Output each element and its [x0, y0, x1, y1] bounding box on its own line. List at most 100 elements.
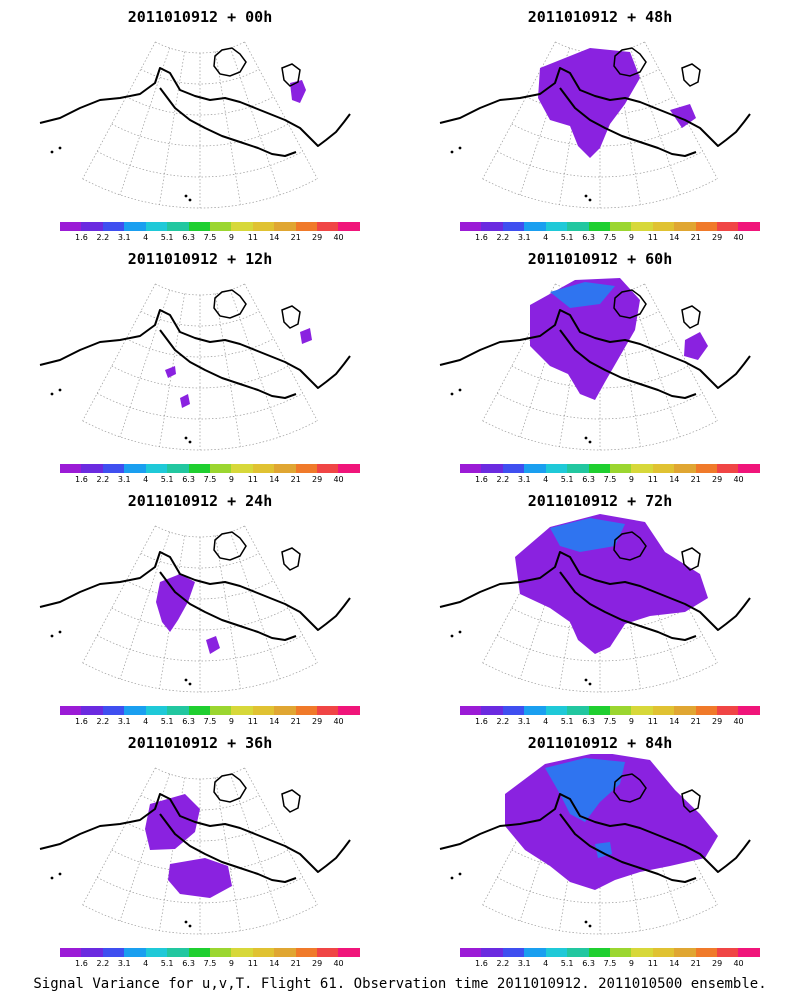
coastline — [39, 309, 351, 389]
variance-region — [145, 794, 200, 850]
longitude-line — [119, 47, 170, 195]
variance-region — [180, 394, 190, 408]
colorbar-swatch — [102, 706, 125, 715]
colorbar: 1.6 2.2 3.1 4 5.1 6.3 7.5 9 11 14 21 29 40 — [60, 464, 360, 486]
island-dot — [184, 436, 188, 440]
latitude-line — [126, 822, 274, 842]
island-dot — [584, 436, 588, 440]
latitude-line — [97, 635, 303, 662]
colorbar-swatch — [124, 706, 146, 715]
longitude-line — [119, 773, 170, 921]
latitude-line — [497, 393, 703, 420]
latitude-line — [111, 607, 289, 631]
island-dot — [458, 872, 462, 876]
latitude-line — [497, 151, 703, 178]
colorbar-label: 2.2 — [496, 475, 510, 484]
colorbar-label: 7.5 — [203, 717, 217, 726]
colorbar-swatch — [231, 464, 253, 473]
colorbar-swatch — [167, 464, 189, 473]
high-variance-region — [595, 842, 612, 858]
colorbar-swatch — [145, 706, 168, 715]
island-dot — [184, 920, 188, 924]
colorbar-label: 7.5 — [203, 475, 217, 484]
arctic-islands — [213, 531, 301, 571]
coastline — [559, 571, 697, 641]
colorbar-swatch — [167, 222, 189, 231]
colorbar-label: 11 — [647, 959, 658, 968]
colorbar-label: 40 — [733, 233, 744, 242]
colorbar-label: 21 — [690, 233, 701, 242]
panel-title: 2011010912 + 00h — [127, 8, 273, 26]
colorbar-swatch — [652, 222, 675, 231]
longitude-line — [159, 51, 185, 205]
colorbar-swatch — [81, 464, 103, 473]
panel-title: 2011010912 + 12h — [127, 250, 273, 268]
colorbar-swatch — [188, 464, 210, 473]
map-area — [439, 278, 751, 451]
colorbar-swatch — [60, 706, 82, 715]
colorbar-swatch — [695, 706, 718, 715]
map-panel: 2011010912 + 12h 1.6 2.2 3.1 4 5.1 6.3 7.5 9 11 14… — [0, 242, 400, 487]
longitude-line — [215, 777, 241, 931]
latitude-line — [82, 420, 318, 451]
colorbar: 1.6 2.2 3.1 4 5.1 6.3 7.5 9 11 14 21 29 40 — [60, 222, 360, 244]
variance-region — [684, 332, 708, 360]
colorbar-label: 4 — [543, 233, 549, 242]
coastline — [159, 813, 297, 883]
high-variance-region — [550, 518, 625, 552]
colorbar-label: 29 — [312, 233, 323, 242]
colorbar-label: 40 — [333, 233, 344, 242]
colorbar-label: 14 — [269, 717, 280, 726]
colorbar-swatch — [460, 948, 482, 957]
colorbar-label: 7.5 — [203, 959, 217, 968]
panel-title: 2011010912 + 84h — [527, 734, 673, 752]
colorbar-swatch — [124, 464, 146, 473]
colorbar-label: 4 — [143, 475, 149, 484]
colorbar-swatch — [524, 706, 546, 715]
island-dot — [188, 198, 192, 202]
island-dot — [50, 876, 54, 880]
island-dot — [588, 198, 592, 202]
colorbar: 1.6 2.2 3.1 4 5.1 6.3 7.5 9 11 14 21 29 40 — [460, 222, 760, 244]
colorbar-swatch — [274, 464, 296, 473]
colorbar-label: 6.3 — [182, 959, 195, 968]
map-area — [439, 754, 751, 935]
colorbar-label: 11 — [647, 233, 658, 242]
latitude-line — [140, 68, 260, 85]
colorbar-label: 29 — [312, 959, 323, 968]
colorbar-swatch — [124, 222, 146, 231]
colorbar-swatch — [567, 948, 589, 957]
colorbar-swatch — [124, 948, 146, 957]
colorbar-swatch — [567, 464, 589, 473]
longitude-line — [119, 531, 170, 679]
colorbar-swatch — [295, 706, 318, 715]
longitude-line — [244, 283, 318, 421]
colorbar-swatch — [167, 706, 189, 715]
panel-title: 2011010912 + 48h — [527, 8, 673, 26]
colorbar-swatch — [274, 706, 296, 715]
colorbar-swatch — [524, 464, 546, 473]
colorbar-label: 9 — [628, 959, 634, 968]
colorbar-label: 14 — [669, 959, 680, 968]
colorbar-swatch — [460, 706, 482, 715]
colorbar: 1.6 2.2 3.1 4 5.1 6.3 7.5 9 11 14 21 29 40 — [60, 948, 360, 970]
arctic-islands — [613, 289, 701, 329]
colorbar-label: 6.3 — [182, 233, 195, 242]
colorbar-swatch — [609, 706, 632, 715]
colorbar-label: 4 — [543, 717, 549, 726]
colorbar-label: 1.6 — [75, 233, 88, 242]
colorbar-label: 21 — [690, 717, 701, 726]
longitude-line — [119, 289, 170, 437]
colorbar-swatch — [631, 464, 653, 473]
colorbar-swatch — [524, 948, 546, 957]
colorbar-swatch — [545, 464, 568, 473]
colorbar-label: 11 — [247, 475, 258, 484]
coastline — [159, 329, 297, 399]
colorbar-swatch — [674, 706, 696, 715]
colorbar-swatch — [695, 948, 718, 957]
colorbar-swatch — [209, 706, 232, 715]
colorbar-swatch — [274, 948, 296, 957]
colorbar-swatch — [188, 948, 210, 957]
colorbar-label: 7.5 — [603, 959, 617, 968]
map-area — [39, 525, 351, 693]
